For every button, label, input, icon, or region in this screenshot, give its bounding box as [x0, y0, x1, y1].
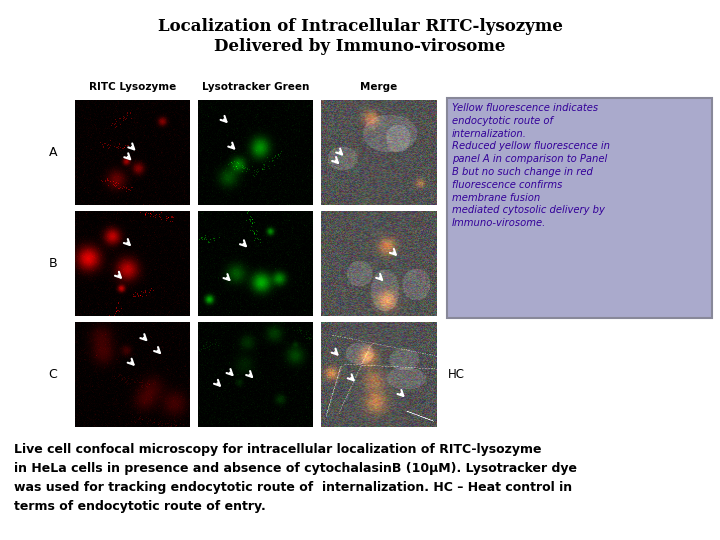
Text: + CytoB: + CytoB	[448, 146, 497, 159]
Text: Localization of Intracellular RITC-lysozyme: Localization of Intracellular RITC-lysoz…	[158, 18, 562, 35]
Text: - CytoB: - CytoB	[448, 257, 491, 270]
Text: A: A	[49, 146, 58, 159]
Text: Merge: Merge	[360, 82, 397, 92]
Text: B: B	[49, 257, 58, 270]
Text: HC: HC	[448, 368, 465, 381]
Text: Live cell confocal microscopy for intracellular localization of RITC-lysozyme
in: Live cell confocal microscopy for intrac…	[14, 443, 577, 513]
Text: Yellow fluorescence indicates
endocytotic route of
internalization.
Reduced yell: Yellow fluorescence indicates endocytoti…	[452, 103, 610, 228]
Text: Lysotracker Green: Lysotracker Green	[202, 82, 309, 92]
FancyBboxPatch shape	[447, 98, 712, 318]
Text: Delivered by Immuno-virosome: Delivered by Immuno-virosome	[215, 38, 505, 55]
Text: RITC Lysozyme: RITC Lysozyme	[89, 82, 176, 92]
Text: C: C	[49, 368, 58, 381]
